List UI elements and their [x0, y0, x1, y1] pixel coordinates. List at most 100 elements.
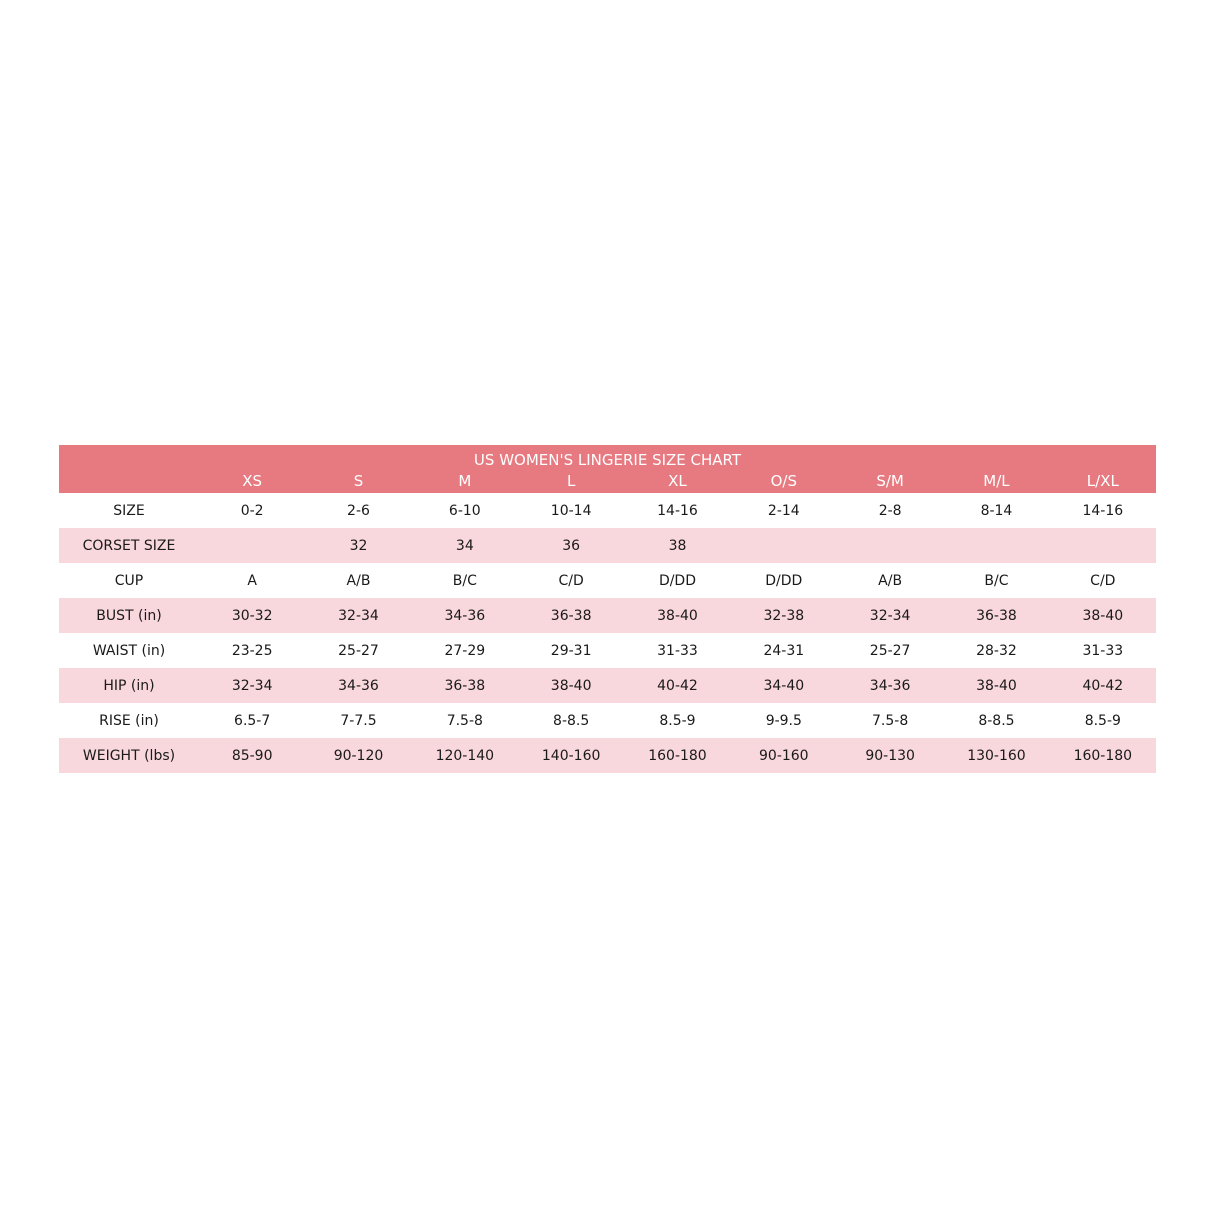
- table-cell: 6.5-7: [234, 712, 271, 729]
- table-cell: 36: [562, 537, 581, 554]
- table-cell: A/B: [878, 572, 903, 589]
- table-cell: 7.5-8: [446, 712, 483, 729]
- table-cell: 36-38: [550, 607, 592, 624]
- table-cell: 34-36: [338, 677, 379, 694]
- table-cell: 38-40: [1082, 607, 1124, 624]
- table-cell: B/C: [452, 572, 477, 589]
- row-label: SIZE: [113, 502, 145, 519]
- table-cell: 38-40: [550, 677, 592, 694]
- table-cell: 120-140: [435, 747, 495, 764]
- table-row: HIP (in) 32-34 34-36 36-38 38-40 40-42 34-40 34…: [59, 668, 1156, 703]
- table-cell: [731, 528, 837, 563]
- row-label: CUP: [114, 572, 144, 589]
- table-cell: 8-8.5: [978, 712, 1015, 729]
- table-cell: 130-160: [967, 747, 1026, 764]
- table-cell: 34-40: [763, 677, 805, 694]
- table-cell: 14-16: [657, 502, 698, 519]
- table-cell: 90-160: [759, 747, 809, 764]
- table-cell: 29-31: [550, 642, 592, 659]
- table-cell: [1050, 528, 1156, 563]
- column-header-l-xl: L/XL: [1086, 472, 1119, 490]
- column-header-m-l: M/L: [983, 472, 1010, 490]
- table-row: BUST (in) 30-32 32-34 34-36 36-38 38-40 32-38 3…: [59, 598, 1156, 633]
- column-header-s: S: [353, 472, 364, 490]
- row-label: WAIST (in): [92, 642, 166, 659]
- table-cell: 14-16: [1082, 502, 1124, 519]
- table-cell: 34-36: [869, 677, 911, 694]
- table-cell: 7-7.5: [340, 712, 377, 729]
- table-cell: 32-34: [338, 607, 379, 624]
- table-cell: 25-27: [338, 642, 379, 659]
- table-cell: C/D: [558, 572, 584, 589]
- table-cell: 38-40: [657, 607, 698, 624]
- chart-title: US WOMEN'S LINGERIE SIZE CHART: [473, 451, 742, 469]
- table-cell: 24-31: [763, 642, 805, 659]
- table-cell: B/C: [984, 572, 1009, 589]
- row-label: RISE (in): [99, 712, 159, 729]
- table-row: SIZE 0-2 2-6 6-10 10-14 14-16 2-14 2-8 8-14 14-16: [59, 493, 1156, 528]
- table-cell: 6-10: [448, 502, 481, 519]
- column-header-xs: XS: [242, 472, 263, 490]
- table-cell: 34-36: [444, 607, 486, 624]
- table-cell: A/B: [346, 572, 371, 589]
- table-cell: 10-14: [550, 502, 592, 519]
- table-cell: 8-14: [980, 502, 1013, 519]
- table-cell: 40-42: [1082, 677, 1124, 694]
- row-label: BUST (in): [96, 607, 162, 624]
- column-header-xl: XL: [668, 472, 687, 490]
- row-label: CORSET SIZE: [82, 537, 176, 554]
- column-header-l: L: [566, 472, 576, 490]
- table-cell: [837, 528, 943, 563]
- column-header-m: M: [458, 472, 472, 490]
- corner-cell: [59, 469, 199, 493]
- table-cell: 160-180: [1073, 747, 1133, 764]
- table-cell: 32-34: [231, 677, 273, 694]
- table-cell: A: [247, 572, 257, 589]
- size-chart-table: US WOMEN'S LINGERIE SIZE CHART XS S M L XL O/…: [59, 445, 1156, 773]
- table-cell: 9-9.5: [765, 712, 802, 729]
- table-cell: 36-38: [444, 677, 486, 694]
- table-cell: D/DD: [658, 572, 696, 589]
- table-cell: 38-40: [976, 677, 1017, 694]
- table-cell: 0-2: [240, 502, 264, 519]
- table-cell: 38: [668, 537, 687, 554]
- table-cell: C/D: [1090, 572, 1116, 589]
- table-cell: 90-120: [333, 747, 384, 764]
- table-cell: 2-8: [878, 502, 902, 519]
- table-cell: [199, 528, 305, 563]
- column-header-s-m: S/M: [876, 472, 904, 490]
- table-cell: 90-130: [865, 747, 915, 764]
- table-cell: 23-25: [231, 642, 273, 659]
- table-cell: 30-32: [231, 607, 273, 624]
- table-cell: 25-27: [869, 642, 911, 659]
- table-cell: 40-42: [657, 677, 698, 694]
- table-cell: 85-90: [231, 747, 273, 764]
- size-header-row: XS S M L XL O/S S/M M/L L/XL: [59, 469, 1156, 493]
- table-cell: 7.5-8: [872, 712, 909, 729]
- table-cell: D/DD: [765, 572, 803, 589]
- table-cell: 160-180: [648, 747, 707, 764]
- table-cell: 34: [455, 537, 474, 554]
- table-cell: 140-160: [541, 747, 601, 764]
- table-cell: 8.5-9: [659, 712, 696, 729]
- row-label: WEIGHT (lbs): [82, 747, 176, 764]
- table-cell: 2-6: [347, 502, 370, 519]
- table-cell: 8.5-9: [1084, 712, 1121, 729]
- table-cell: 36-38: [976, 607, 1017, 624]
- table-cell: 32: [349, 537, 368, 554]
- table-row: WAIST (in) 23-25 25-27 27-29 29-31 31-33 24-31…: [59, 633, 1156, 668]
- column-header-o-s: O/S: [770, 472, 797, 490]
- table-row: CUP A A/B B/C C/D D/DD D/DD A/B B/C C/D: [59, 563, 1156, 598]
- table-cell: 8-8.5: [553, 712, 590, 729]
- table-cell: 31-33: [1082, 642, 1124, 659]
- table-cell: 32-34: [869, 607, 911, 624]
- table-row: WEIGHT (lbs) 85-90 90-120 120-140 140-160 160…: [59, 738, 1156, 773]
- table-row: RISE (in) 6.5-7 7-7.5 7.5-8 8-8.5 8.5-9 9-9.5 7…: [59, 703, 1156, 738]
- row-label: HIP (in): [103, 677, 155, 694]
- table-cell: [943, 528, 1049, 563]
- title-row: US WOMEN'S LINGERIE SIZE CHART: [59, 445, 1156, 469]
- table-cell: 28-32: [976, 642, 1017, 659]
- table-cell: 27-29: [444, 642, 486, 659]
- table-row: CORSET SIZE 32 34 36 38: [59, 528, 1156, 563]
- table-cell: 2-14: [767, 502, 800, 519]
